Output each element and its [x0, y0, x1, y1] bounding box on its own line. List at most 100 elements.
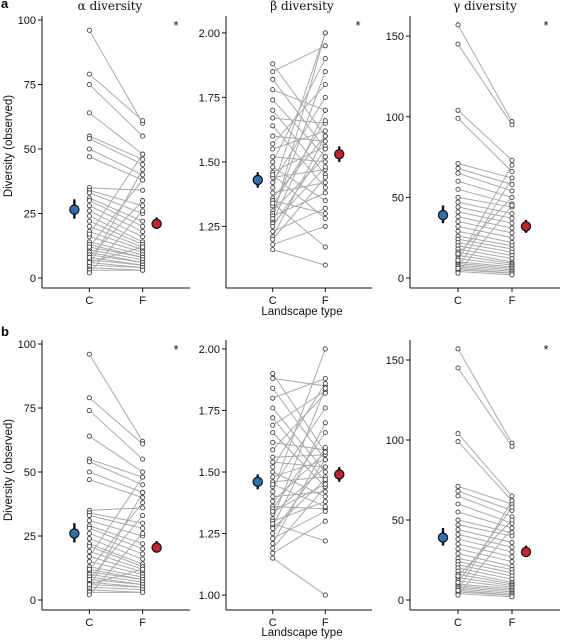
- point-c: [270, 508, 276, 514]
- panels-group: 0 25 50 75 100 C F * 1.25 1.50 1.75 2.00 C F * 0 50 100 15…: [18, 15, 560, 629]
- point-f: [322, 43, 328, 49]
- point-f: [322, 498, 328, 505]
- point-f: [322, 346, 328, 352]
- point-f: [322, 210, 328, 217]
- point-f: [322, 174, 328, 180]
- point-f: [140, 500, 146, 506]
- point-c: [270, 216, 276, 222]
- pair-line: [457, 197, 513, 255]
- pair-line: [88, 210, 144, 274]
- point-c: [86, 213, 92, 219]
- point-c: [270, 154, 276, 160]
- point-c: [270, 107, 276, 113]
- pair-line: [457, 348, 513, 444]
- pair-line: [272, 348, 326, 492]
- point-f: [140, 541, 146, 547]
- point-c: [455, 573, 461, 579]
- pair-line: [457, 118, 513, 172]
- pair-line: [89, 189, 143, 207]
- point-c: [455, 209, 461, 215]
- point-c: [455, 107, 461, 113]
- point-c: [455, 194, 461, 200]
- pair-line: [457, 561, 513, 574]
- point-c: [86, 218, 92, 224]
- point-f: [322, 128, 328, 134]
- y-tick-label: 0: [30, 595, 36, 607]
- point-f: [509, 554, 515, 560]
- point-f: [322, 464, 328, 470]
- pair-line: [88, 353, 144, 442]
- point-f: [140, 172, 146, 178]
- pair-line: [457, 172, 513, 192]
- point-c: [455, 228, 461, 234]
- point-c: [270, 405, 276, 411]
- point-c: [455, 22, 461, 28]
- point-f: [322, 405, 328, 411]
- pair-line: [272, 89, 326, 111]
- pair-line: [272, 510, 326, 539]
- pair-line: [457, 264, 513, 271]
- point-f: [322, 94, 328, 100]
- point-f: [509, 504, 515, 510]
- point-c: [455, 251, 461, 257]
- x-axis-label-b: Landscape type: [261, 627, 342, 639]
- pair-line: [457, 548, 513, 563]
- point-c: [86, 559, 92, 565]
- pair-line: [457, 527, 513, 596]
- point-c: [455, 223, 461, 229]
- pair-line: [89, 532, 143, 555]
- pair-line: [272, 451, 326, 502]
- point-f: [509, 210, 515, 217]
- significance-star: *: [173, 342, 178, 357]
- pair-line: [457, 177, 513, 269]
- pair-line: [89, 525, 143, 545]
- point-f: [322, 205, 328, 211]
- point-c: [455, 551, 461, 557]
- point-c: [270, 229, 276, 235]
- point-f: [322, 457, 328, 463]
- point-c: [86, 198, 92, 204]
- point-f: [140, 546, 146, 552]
- point-c: [455, 493, 461, 499]
- point-c: [270, 61, 276, 67]
- pair-line: [457, 577, 513, 587]
- pair-line: [89, 205, 143, 233]
- point-c: [455, 483, 461, 489]
- x-tick-label: F: [322, 617, 329, 629]
- point-f: [509, 202, 515, 208]
- point-f: [322, 444, 328, 450]
- point-f: [509, 443, 515, 449]
- point-f: [509, 230, 515, 236]
- pair-line: [272, 202, 326, 248]
- point-c: [86, 525, 92, 531]
- pair-line: [272, 117, 326, 124]
- pair-line: [272, 32, 326, 188]
- point-f: [509, 498, 515, 504]
- pair-line: [88, 169, 144, 266]
- pair-line: [272, 225, 326, 245]
- panel-title-beta-a: β diversity: [270, 0, 334, 13]
- point-c: [270, 146, 276, 152]
- pair-line: [272, 192, 326, 217]
- pair-line: [89, 259, 143, 266]
- pair-line: [88, 492, 144, 588]
- panel-a-1: 0 25 50 75 100 C F *: [18, 15, 190, 307]
- y-tick-label: 50: [24, 144, 36, 156]
- point-f: [140, 133, 146, 139]
- point-c: [455, 265, 461, 271]
- point-f: [322, 244, 328, 250]
- point-c: [86, 459, 92, 465]
- pair-line: [457, 591, 513, 596]
- point-f: [509, 559, 515, 565]
- point-c: [455, 115, 461, 121]
- point-f: [140, 156, 146, 162]
- point-c: [270, 474, 276, 480]
- point-c: [86, 553, 92, 560]
- point-c: [86, 244, 92, 250]
- point-c: [270, 123, 276, 129]
- point-f: [140, 234, 146, 240]
- point-c: [86, 512, 92, 519]
- pair-line: [89, 210, 143, 238]
- pair-line: [457, 524, 513, 537]
